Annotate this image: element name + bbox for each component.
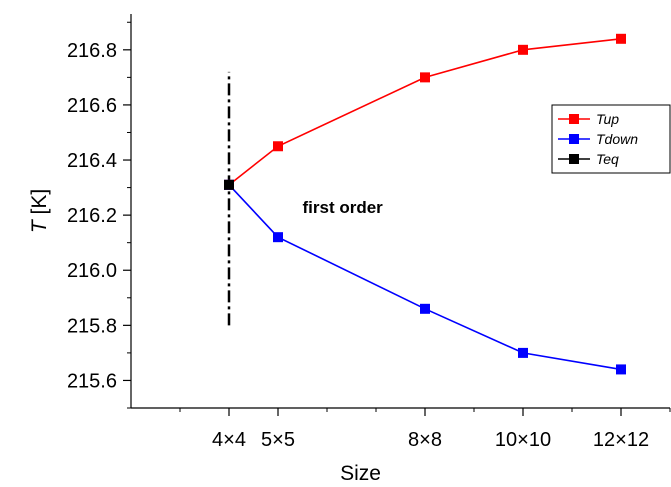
- x-tick-label: 8×8: [408, 429, 442, 451]
- series-line-tdown: [228, 184, 622, 371]
- point-teq: [224, 179, 234, 190]
- legend: Tup Tdown Teq: [551, 104, 671, 174]
- legend-label-teq: Teq: [596, 151, 619, 167]
- y-tick-label: 215.6: [67, 370, 117, 392]
- x-tick-label: 5×5: [261, 429, 295, 451]
- y-axis-label-unit: [K]: [28, 189, 51, 221]
- point-tdown: [616, 364, 626, 375]
- point-tup: [273, 141, 283, 152]
- series-layer: [224, 33, 626, 375]
- y-axis-label-symbol: T: [28, 218, 51, 233]
- legend-marker-tdown: [569, 134, 579, 144]
- x-axis-label: Size: [340, 462, 381, 485]
- axes: [130, 14, 670, 409]
- x-tick-label: 4×4: [212, 429, 246, 451]
- y-axis-label: T [K]: [28, 189, 51, 233]
- legend-label-tdown: Tdown: [596, 131, 638, 147]
- point-tup: [420, 72, 430, 83]
- legend-marker-tup: [569, 114, 579, 124]
- annotation-first-order: first order: [303, 198, 384, 217]
- point-tdown: [273, 232, 283, 243]
- point-tdown: [518, 347, 528, 358]
- y-tick-label: 216.0: [67, 260, 117, 282]
- y-tick-label: 216.8: [67, 40, 117, 62]
- annotation-layer: first order: [303, 198, 384, 217]
- point-tup: [518, 44, 528, 55]
- legend-marker-teq: [569, 154, 579, 164]
- point-tup: [616, 33, 626, 44]
- point-tdown: [420, 303, 430, 314]
- axis-labels: Size T [K]: [28, 189, 381, 485]
- y-tick-label: 215.8: [67, 315, 117, 337]
- x-tick-label: 10×10: [495, 429, 551, 451]
- y-tick-label: 216.4: [67, 150, 117, 172]
- legend-label-tup: Tup: [596, 111, 619, 127]
- y-tick-label: 216.2: [67, 205, 117, 227]
- ticks: 215.6 215.8 216.0 216.2 216.4 216.6 216.8 4×4 5×…: [67, 21, 671, 451]
- y-tick-label: 216.6: [67, 95, 117, 117]
- x-tick-label: 12×12: [593, 429, 649, 451]
